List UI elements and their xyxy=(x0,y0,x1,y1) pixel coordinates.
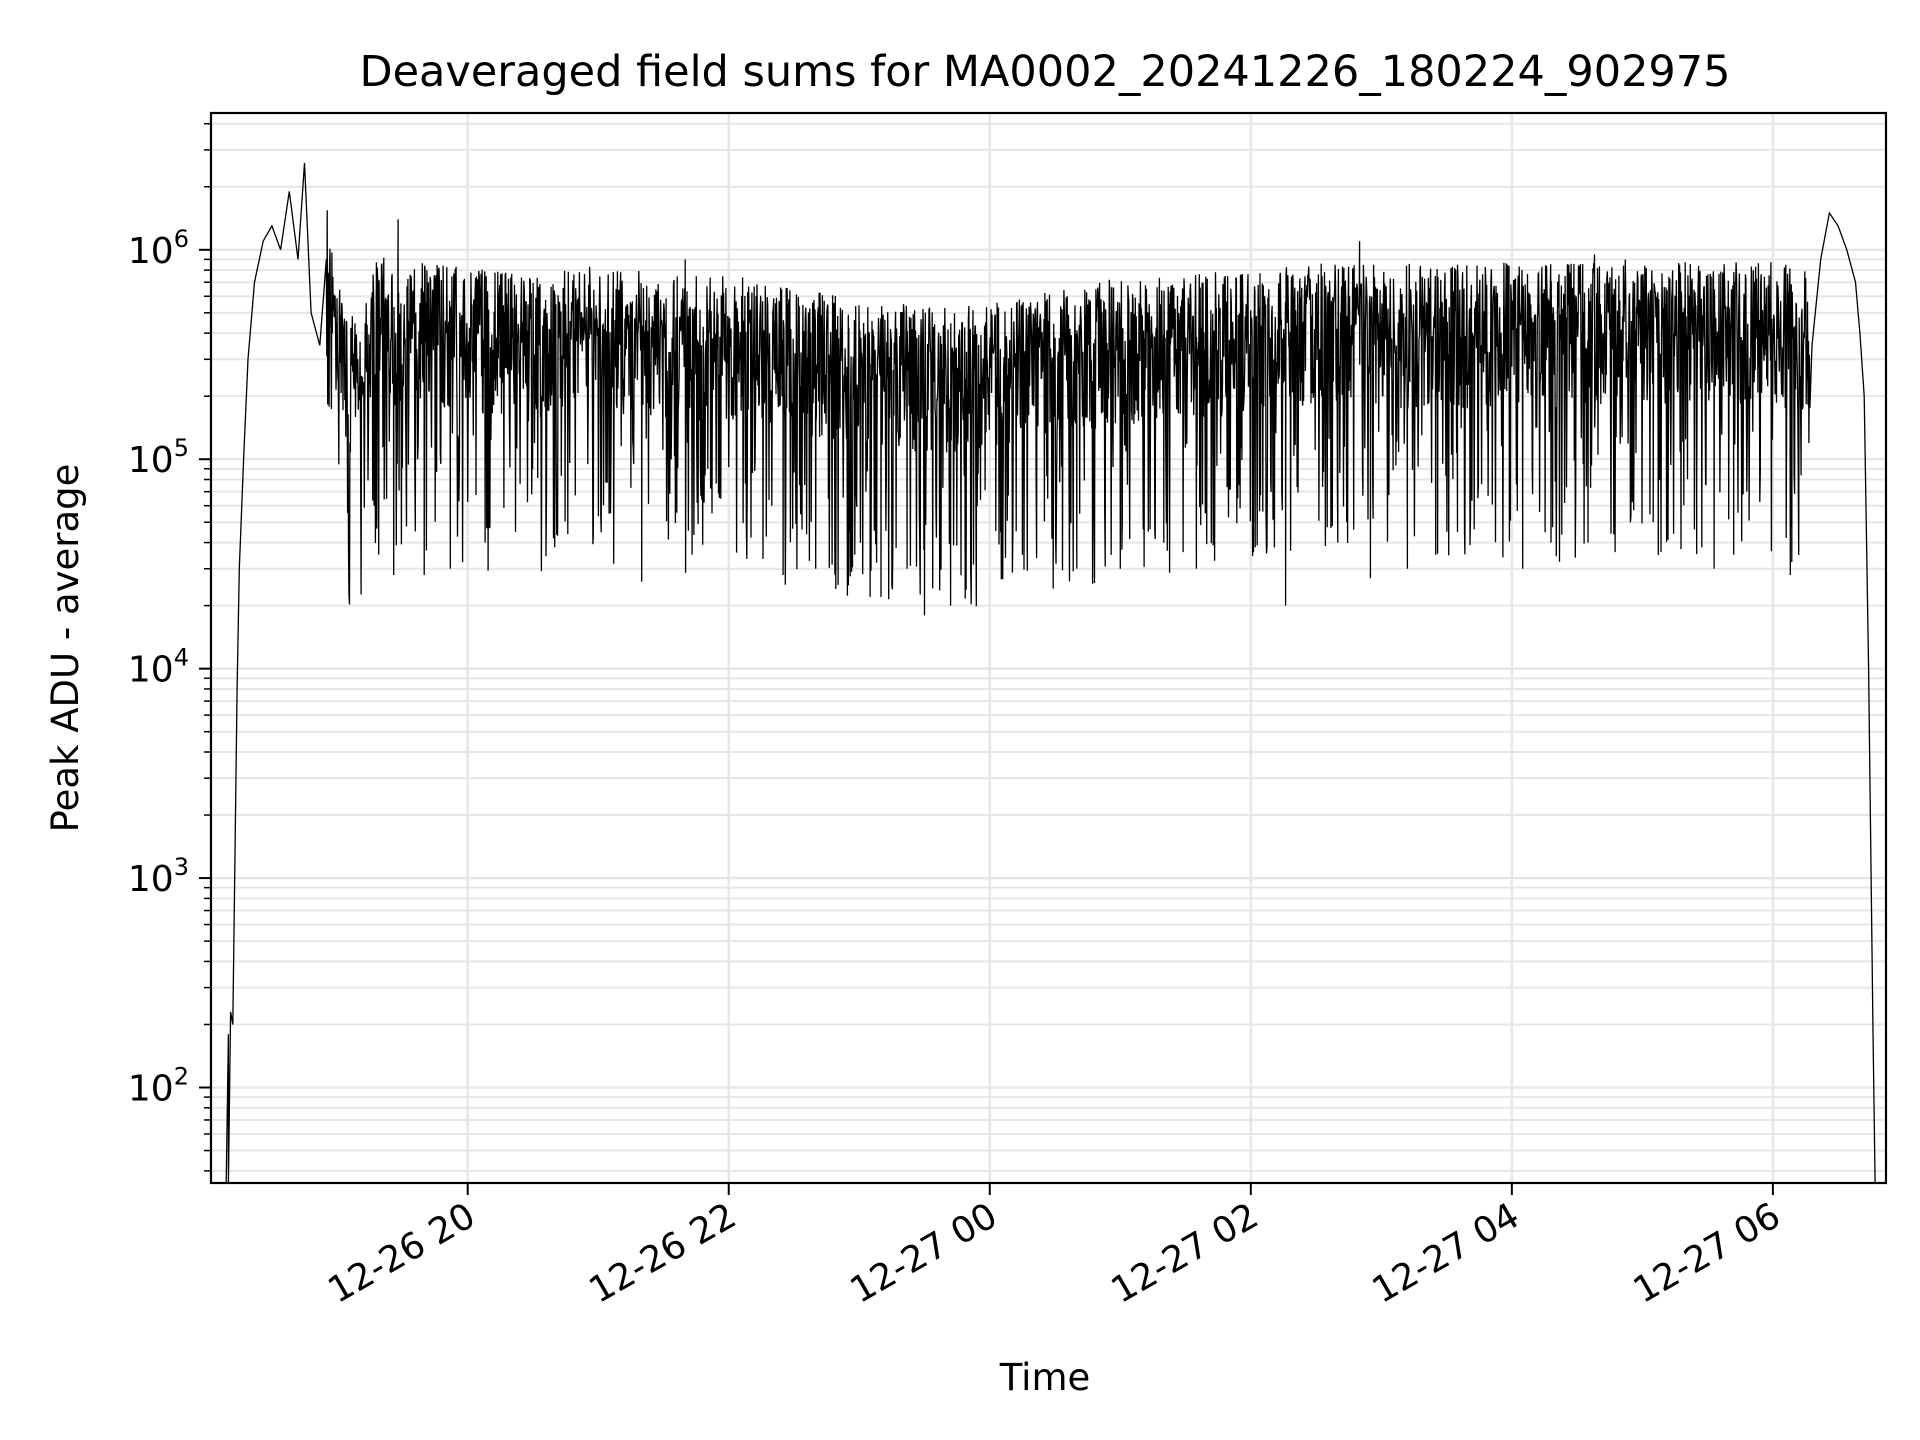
x-axis-label: Time xyxy=(999,1356,1091,1399)
y-tick-label: 103 xyxy=(128,853,189,900)
series xyxy=(225,162,1876,1184)
series-line xyxy=(225,162,1876,1184)
y-tick-label: 106 xyxy=(128,225,189,272)
y-tick-label: 102 xyxy=(128,1063,189,1110)
chart-title: Deaveraged field sums for MA0002_2024122… xyxy=(359,47,1730,97)
y-tick-label: 105 xyxy=(128,434,189,481)
y-axis-label: Peak ADU - average xyxy=(44,464,87,833)
plot-frame xyxy=(209,111,1888,1185)
y-axis: 102 103 104 105 106 xyxy=(128,122,211,1172)
y-tick-label: 104 xyxy=(128,644,189,691)
